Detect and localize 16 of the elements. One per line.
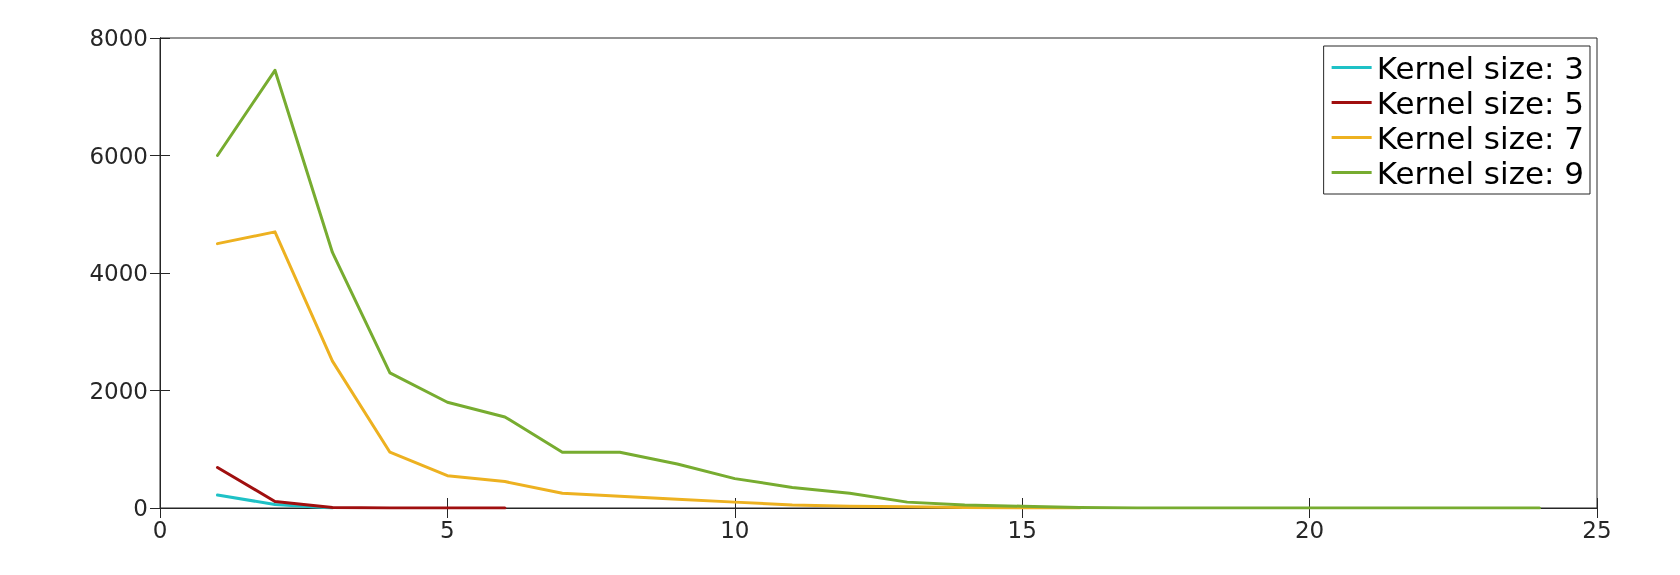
legend-label: Kernel size: 7 — [1376, 119, 1584, 156]
legend-label: Kernel size: 9 — [1376, 154, 1584, 191]
x-tick-label: 20 — [1294, 516, 1325, 543]
x-tick-label: 15 — [1007, 516, 1037, 543]
y-tick-label: 0 — [133, 495, 148, 521]
line-series — [215, 465, 507, 510]
x-tick-label: 5 — [440, 516, 455, 543]
x-tick-label: 25 — [1582, 516, 1612, 543]
legend-label: Kernel size: 5 — [1376, 84, 1584, 121]
x-tick-label: 0 — [152, 516, 168, 543]
x-tick-label: 10 — [720, 516, 750, 543]
y-tick-label: 6000 — [89, 142, 148, 169]
y-tick-label: 2000 — [89, 377, 148, 404]
y-tick-label: 4000 — [89, 260, 148, 286]
legend-label: Kernel size: 3 — [1376, 49, 1584, 86]
y-tick-label: 8000 — [89, 25, 148, 51]
